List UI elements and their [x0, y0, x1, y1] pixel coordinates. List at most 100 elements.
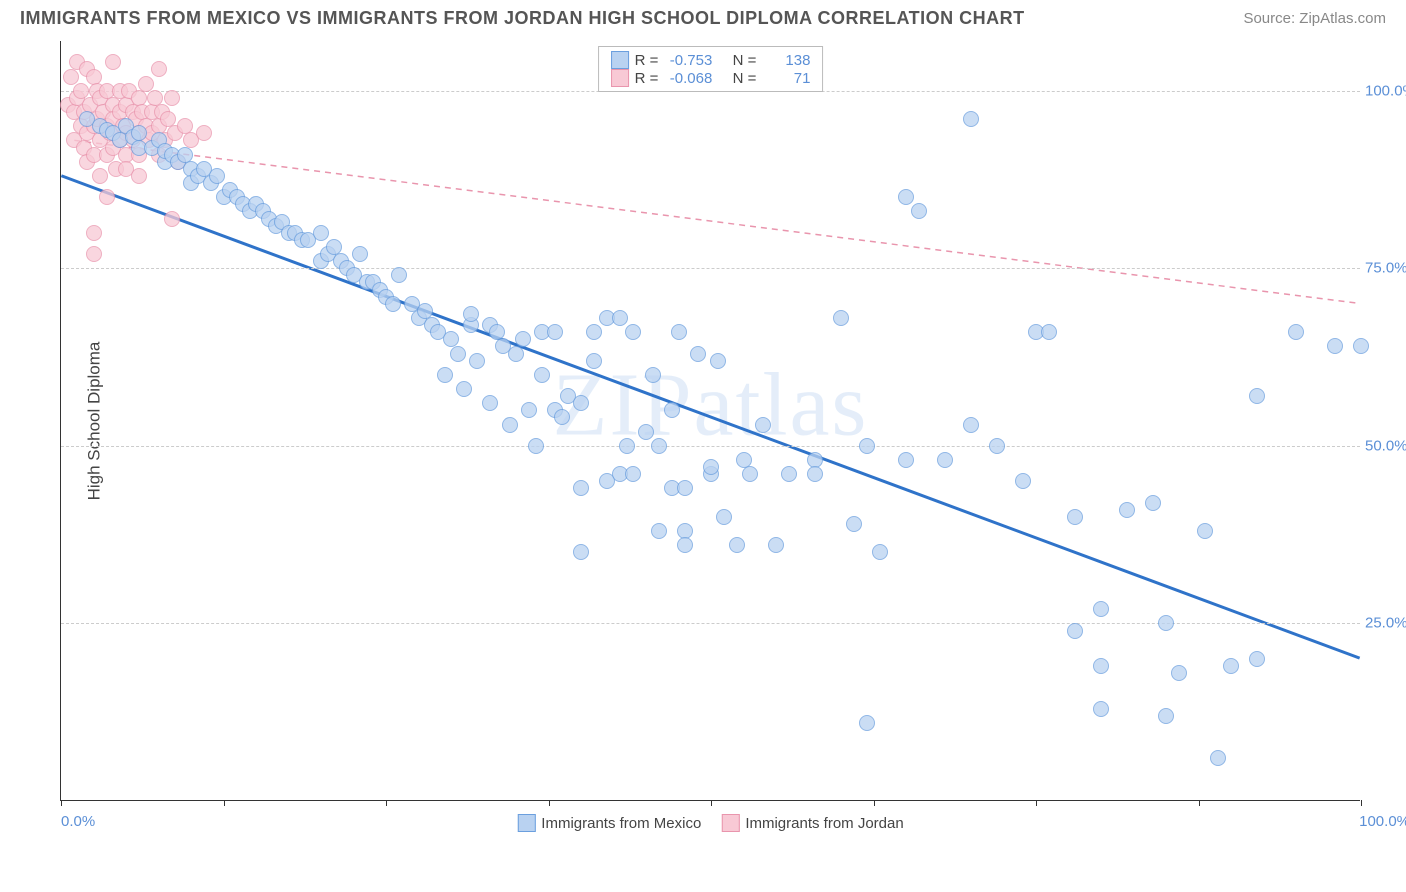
point-series-a	[482, 395, 498, 411]
legend-text: N =	[733, 52, 757, 69]
point-series-a	[528, 438, 544, 454]
point-series-a	[515, 331, 531, 347]
point-series-a	[521, 402, 537, 418]
plot-area: ZIPatlas R =-0.753 N =138R =-0.068 N =71…	[60, 41, 1360, 801]
point-series-b	[151, 61, 167, 77]
point-series-a	[859, 715, 875, 731]
x-tick	[1199, 800, 1200, 806]
x-tick	[874, 800, 875, 806]
point-series-a	[469, 353, 485, 369]
point-series-a	[755, 417, 771, 433]
point-series-b	[164, 90, 180, 106]
point-series-a	[625, 324, 641, 340]
point-series-a	[547, 324, 563, 340]
x-tick	[61, 800, 62, 806]
point-series-a	[619, 438, 635, 454]
point-series-a	[1119, 502, 1135, 518]
point-series-a	[703, 459, 719, 475]
point-series-a	[313, 225, 329, 241]
point-series-a	[898, 189, 914, 205]
point-series-a	[1249, 388, 1265, 404]
trendlines-layer	[61, 41, 1360, 800]
point-series-a	[1041, 324, 1057, 340]
series-legend: Immigrants from Mexico Immigrants from Jo…	[517, 814, 903, 832]
y-tick-label: 50.0%	[1365, 437, 1406, 454]
chart-wrapper: High School Diploma ZIPatlas R =-0.753 N…	[60, 41, 1386, 801]
point-series-a	[716, 509, 732, 525]
point-series-a	[502, 417, 518, 433]
x-tick	[1036, 800, 1037, 806]
point-series-a	[989, 438, 1005, 454]
point-series-b	[164, 211, 180, 227]
point-series-a	[846, 516, 862, 532]
point-series-a	[677, 537, 693, 553]
point-series-a	[677, 480, 693, 496]
x-axis-start-label: 0.0%	[61, 813, 95, 830]
point-series-a	[456, 381, 472, 397]
point-series-a	[651, 523, 667, 539]
point-series-a	[645, 367, 661, 383]
point-series-a	[1158, 708, 1174, 724]
legend-item: Immigrants from Jordan	[721, 814, 903, 832]
point-series-a	[1093, 601, 1109, 617]
point-series-a	[963, 417, 979, 433]
point-series-a	[833, 310, 849, 326]
point-series-a	[437, 367, 453, 383]
point-series-b	[73, 83, 89, 99]
point-series-a	[573, 544, 589, 560]
point-series-a	[1145, 495, 1161, 511]
point-series-b	[138, 76, 154, 92]
y-tick-label: 25.0%	[1365, 615, 1406, 632]
point-series-a	[1067, 623, 1083, 639]
point-series-a	[911, 203, 927, 219]
point-series-a	[664, 402, 680, 418]
point-series-a	[898, 452, 914, 468]
legend-value: -0.068	[664, 70, 712, 87]
point-series-a	[671, 324, 687, 340]
point-series-a	[554, 409, 570, 425]
y-tick-label: 100.0%	[1365, 82, 1406, 99]
point-series-a	[872, 544, 888, 560]
point-series-a	[937, 452, 953, 468]
point-series-b	[92, 168, 108, 184]
point-series-a	[463, 306, 479, 322]
legend-item: Immigrants from Mexico	[517, 814, 701, 832]
point-series-a	[1288, 324, 1304, 340]
point-series-b	[99, 189, 115, 205]
point-series-a	[612, 310, 628, 326]
point-series-b	[86, 225, 102, 241]
point-series-a	[742, 466, 758, 482]
chart-title: IMMIGRANTS FROM MEXICO VS IMMIGRANTS FRO…	[20, 8, 1025, 29]
x-axis-end-label: 100.0%	[1359, 813, 1406, 830]
point-series-a	[710, 353, 726, 369]
watermark: ZIPatlas	[553, 354, 869, 457]
point-series-a	[352, 246, 368, 262]
gridline	[61, 446, 1360, 447]
point-series-a	[1015, 473, 1031, 489]
legend-swatch	[721, 814, 739, 832]
point-series-a	[1210, 750, 1226, 766]
legend-row: R =-0.753 N =138	[611, 51, 811, 69]
point-series-a	[690, 346, 706, 362]
point-series-a	[534, 367, 550, 383]
point-series-b	[86, 246, 102, 262]
point-series-b	[131, 168, 147, 184]
point-series-a	[1093, 658, 1109, 674]
point-series-a	[209, 168, 225, 184]
point-series-a	[573, 395, 589, 411]
point-series-a	[1327, 338, 1343, 354]
legend-row: R =-0.068 N =71	[611, 69, 811, 87]
point-series-b	[105, 54, 121, 70]
point-series-a	[1067, 509, 1083, 525]
correlation-legend: R =-0.753 N =138R =-0.068 N =71	[598, 46, 824, 92]
point-series-a	[385, 296, 401, 312]
point-series-a	[859, 438, 875, 454]
point-series-a	[768, 537, 784, 553]
legend-label: Immigrants from Jordan	[745, 815, 903, 832]
point-series-a	[1171, 665, 1187, 681]
legend-text: R =	[635, 70, 659, 87]
point-series-b	[63, 69, 79, 85]
point-series-b	[196, 125, 212, 141]
point-series-a	[807, 466, 823, 482]
x-tick	[549, 800, 550, 806]
